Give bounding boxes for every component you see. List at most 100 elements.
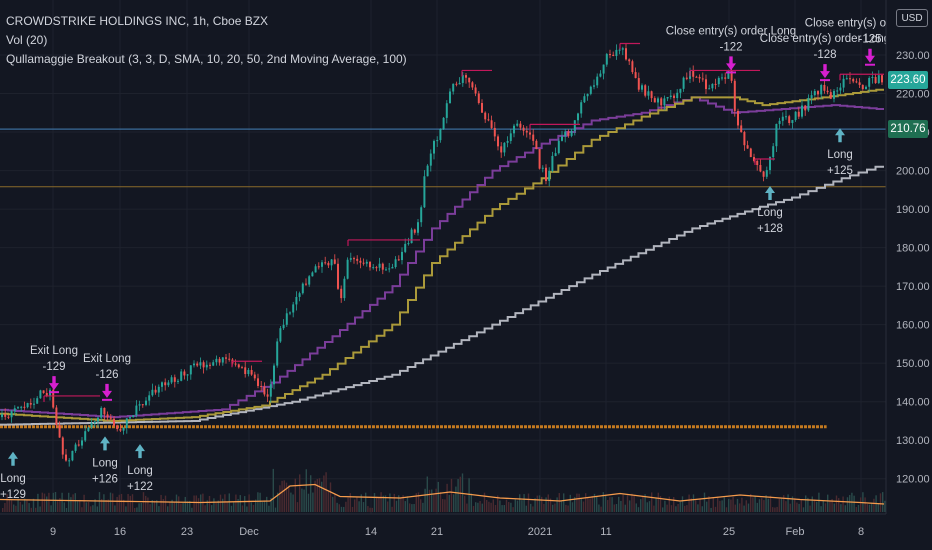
price-tick-label: 190.00 — [896, 204, 930, 216]
volume-bar — [437, 481, 439, 512]
volume-bar — [138, 503, 140, 512]
volume-bar — [866, 504, 868, 512]
volume-bar — [763, 500, 765, 512]
volume-bar — [94, 499, 96, 512]
volume-indicator-label[interactable]: Vol (20) — [6, 33, 48, 47]
volume-bar — [587, 497, 589, 512]
candle-body — [375, 267, 378, 269]
volume-bar — [134, 507, 136, 512]
candle-body — [650, 91, 653, 99]
volume-bar — [197, 498, 200, 512]
volume-bar — [409, 503, 411, 512]
volume-bar — [712, 497, 714, 512]
candle-body — [506, 140, 509, 143]
candle-body — [737, 110, 739, 126]
volume-bar — [673, 497, 675, 512]
volume-bar — [545, 497, 547, 512]
volume-bar — [620, 500, 622, 512]
volume-bar — [783, 495, 785, 512]
candle-body — [519, 123, 522, 128]
candle-body — [327, 262, 330, 266]
breakout-lines — [43, 42, 884, 402]
strategy-indicator-label[interactable]: Qullamaggie Breakout (3, 3, D, SMA, 10, … — [6, 52, 407, 66]
candle-body — [13, 408, 16, 412]
volume-bar — [450, 478, 453, 512]
volume-bar — [230, 505, 233, 512]
level-price-label: 210.76 — [888, 120, 928, 139]
candle-body — [77, 444, 80, 446]
candle-body — [522, 127, 525, 131]
volume-bar — [349, 493, 351, 512]
volume-bar — [250, 502, 252, 512]
candle-body — [673, 95, 675, 99]
currency-button[interactable]: USD — [896, 9, 928, 27]
volume-bar — [527, 493, 530, 512]
volume-bar — [514, 499, 516, 512]
time-tick-label: 25 — [723, 526, 735, 538]
candle-body — [631, 61, 634, 73]
volume-bars — [2, 468, 886, 512]
candle-body — [554, 153, 557, 156]
volume-bar — [598, 504, 600, 512]
volume-bar — [189, 500, 191, 512]
candle-body — [865, 86, 867, 90]
candle-body — [497, 136, 499, 147]
candle-body — [458, 82, 461, 85]
candle-body — [820, 85, 823, 95]
volume-bar — [593, 493, 596, 512]
volume-bar — [417, 492, 420, 512]
price-tick-label: 180.00 — [896, 243, 930, 255]
candle-body — [618, 49, 621, 51]
volume-bar — [640, 499, 642, 512]
volume-bar — [811, 496, 813, 512]
candle-body — [740, 125, 743, 133]
candle-body — [151, 389, 154, 396]
candle-body — [484, 112, 487, 120]
volume-bar — [329, 482, 332, 512]
price-axis-bg — [886, 0, 932, 550]
volume-bar — [565, 504, 567, 512]
candle-body — [125, 418, 128, 429]
candle-body — [39, 390, 42, 399]
candle-body — [372, 267, 375, 269]
candle-body — [813, 91, 816, 96]
volume-bar — [805, 495, 807, 512]
volume-bar — [613, 504, 615, 512]
volume-bar — [301, 488, 303, 512]
candle-body — [698, 76, 701, 79]
candle-body — [730, 70, 733, 81]
volume-bar — [785, 501, 787, 512]
candle-body — [71, 450, 74, 461]
candle-body — [417, 222, 419, 233]
volume-bar — [582, 501, 585, 512]
volume-bar — [171, 499, 173, 512]
volume-bar — [263, 500, 266, 512]
volume-bar — [35, 507, 37, 512]
candle-body — [583, 96, 586, 103]
volume-bar — [697, 504, 699, 512]
volume-bar — [261, 502, 263, 512]
candle-body — [321, 262, 323, 267]
volume-bar — [336, 502, 338, 512]
volume-bar — [274, 507, 277, 512]
price-tick-label: 230.00 — [896, 50, 930, 62]
volume-bar — [884, 500, 886, 512]
candle-body — [346, 259, 349, 279]
volume-bar — [745, 500, 747, 512]
volume-bar — [666, 504, 668, 512]
candle-body — [785, 116, 787, 118]
exit-label: -126 — [95, 369, 118, 381]
volume-bar — [703, 492, 706, 512]
volume-bar — [576, 493, 578, 512]
candle-body — [602, 64, 605, 74]
volume-bar — [358, 501, 360, 512]
candle-body — [449, 91, 451, 104]
candle-body — [529, 132, 531, 135]
volume-bar — [508, 502, 510, 512]
candle-body — [74, 444, 77, 451]
candle-body — [385, 269, 387, 271]
candle-body — [202, 362, 205, 368]
volume-bar — [79, 499, 81, 512]
candle-body — [625, 48, 627, 60]
